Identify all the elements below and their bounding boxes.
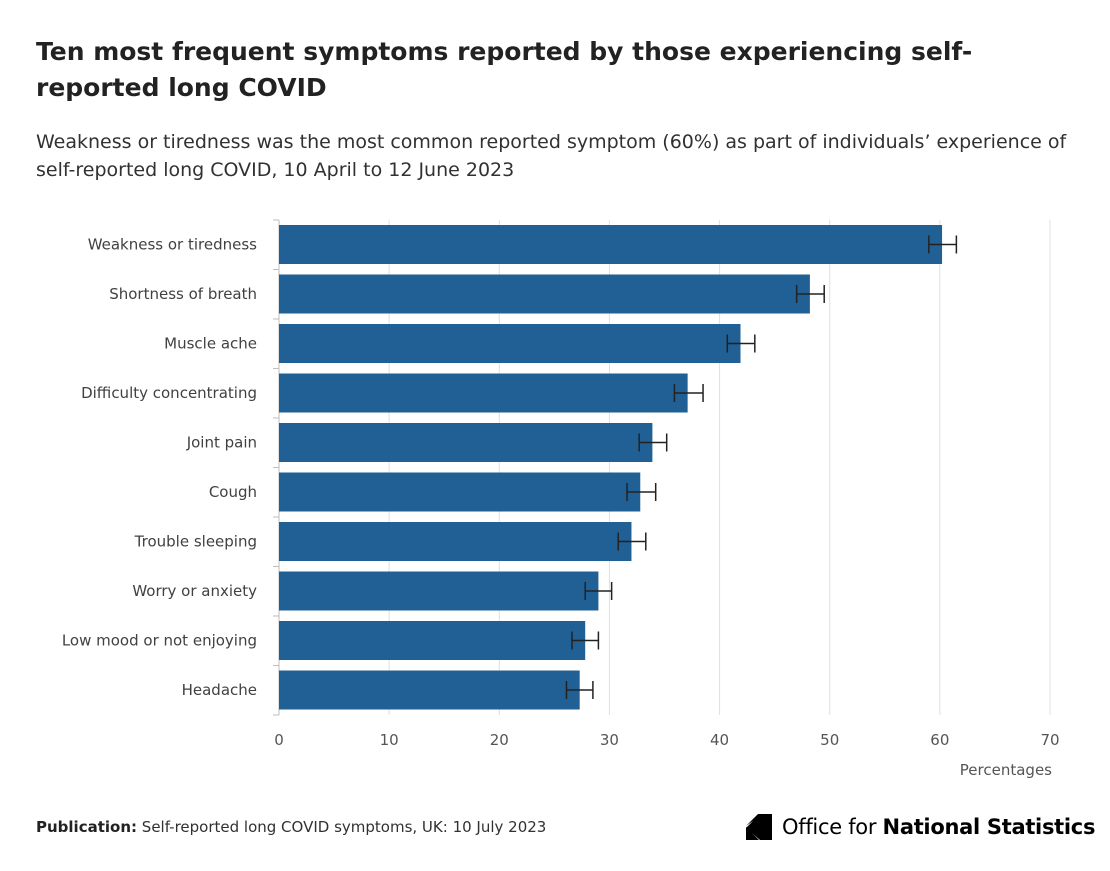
category-label: Low mood or not enjoying (62, 632, 257, 650)
x-tick-label: 40 (710, 731, 729, 749)
ons-logo[interactable]: Office for National Statistics (744, 810, 1095, 844)
error-bar (565, 681, 594, 699)
bar (279, 225, 943, 264)
category-label: Joint pain (186, 434, 257, 452)
error-bar (673, 384, 704, 402)
x-tick-label: 0 (274, 731, 284, 749)
category-label: Cough (209, 483, 257, 501)
bar-chart: Weakness or tiredness Shortness of breath… (62, 219, 1060, 779)
error-bar (795, 285, 825, 303)
category-labels: Weakness or tiredness Shortness of breath… (62, 236, 257, 700)
x-tick-label: 10 (380, 731, 399, 749)
bar (279, 472, 641, 512)
bar (279, 670, 580, 710)
x-tick-label: 30 (600, 731, 619, 749)
publication-text: Self-reported long COVID symptoms, UK: 1… (141, 818, 547, 836)
bar (279, 423, 653, 462)
logo-text-bold: National Statistics (882, 815, 1096, 839)
error-bar (726, 334, 756, 353)
error-bar (571, 631, 600, 650)
x-axis-title: Percentages (960, 761, 1052, 779)
bar (279, 373, 688, 413)
bar (279, 274, 810, 314)
logo-text-regular: Office for (782, 815, 883, 839)
error-bar (626, 483, 657, 501)
error-bars (565, 235, 958, 699)
error-bar (928, 235, 958, 254)
ons-logo-icon (746, 814, 772, 840)
category-label: Trouble sleeping (134, 533, 257, 551)
error-bar (638, 433, 668, 452)
bar (279, 621, 586, 660)
chart-title: Ten most frequent symptoms reported by t… (36, 37, 973, 102)
category-label: Worry or anxiety (132, 582, 257, 600)
category-label: Headache (182, 681, 257, 699)
x-tick-label: 70 (1040, 731, 1059, 749)
bar (279, 571, 599, 611)
x-tick-label: 20 (490, 731, 509, 749)
bar (279, 522, 632, 561)
bars (279, 225, 943, 710)
ons-logo-text: Office for National Statistics (782, 815, 1095, 839)
category-label: Muscle ache (164, 335, 257, 353)
publication-note: Publication: Self-reported long COVID sy… (36, 818, 546, 836)
error-bar (584, 582, 613, 600)
x-tick-label: 50 (820, 731, 839, 749)
publication-label: Publication: (36, 818, 138, 836)
category-label: Shortness of breath (109, 285, 257, 303)
error-bar (617, 532, 647, 551)
bar (279, 324, 741, 363)
category-label: Weakness or tiredness (88, 236, 257, 254)
chart-subtitle: Weakness or tiredness was the most commo… (36, 131, 1067, 181)
category-label: Difficulty concentrating (81, 384, 257, 402)
x-tick-labels: 0 10 20 30 40 50 60 70 (274, 731, 1059, 749)
x-tick-label: 60 (930, 731, 949, 749)
